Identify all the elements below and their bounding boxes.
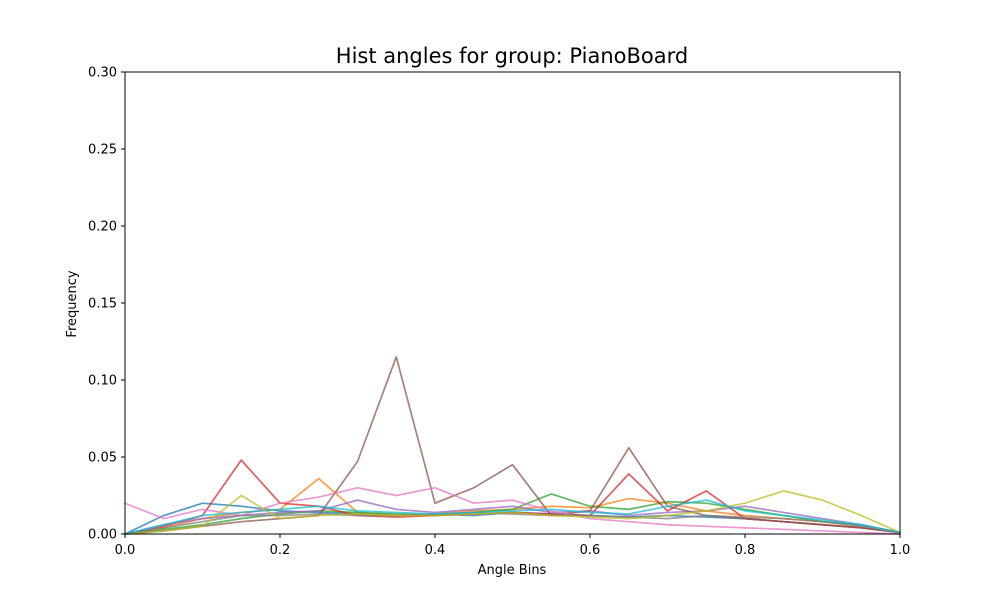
y-tick-label: 0.25 — [88, 143, 117, 158]
y-tick-label: 0.05 — [88, 451, 117, 466]
x-tick-label: 0.6 — [580, 543, 601, 558]
y-tick-label: 0.15 — [88, 297, 117, 312]
plot-frame — [124, 71, 901, 535]
y-axis-label: Frequency — [65, 270, 80, 337]
series-line-5 — [124, 499, 901, 535]
series-group — [124, 356, 901, 535]
series-line-10 — [124, 499, 901, 535]
x-axis: 0.0 0.2 0.4 0.6 0.8 1.0 — [115, 534, 911, 558]
x-tick-label: 0.4 — [425, 543, 446, 558]
x-tick-label: 0.2 — [270, 543, 291, 558]
x-tick-label: 0.0 — [115, 543, 136, 558]
series-line-6 — [124, 356, 901, 535]
chart-title: Hist angles for group: PianoBoard — [336, 44, 688, 68]
series-line-4 — [124, 459, 901, 535]
x-tick-label: 1.0 — [890, 543, 911, 558]
y-tick-label: 0.00 — [88, 528, 117, 543]
y-tick-label: 0.20 — [88, 220, 117, 235]
series-line-9 — [124, 490, 901, 535]
y-axis: 0.00 0.05 0.10 0.15 0.20 0.25 0.30 — [88, 66, 125, 543]
x-tick-label: 0.8 — [735, 543, 756, 558]
y-tick-label: 0.10 — [88, 374, 117, 389]
x-axis-label: Angle Bins — [478, 563, 547, 578]
y-tick-label: 0.30 — [88, 66, 117, 81]
series-line-8 — [124, 511, 901, 535]
